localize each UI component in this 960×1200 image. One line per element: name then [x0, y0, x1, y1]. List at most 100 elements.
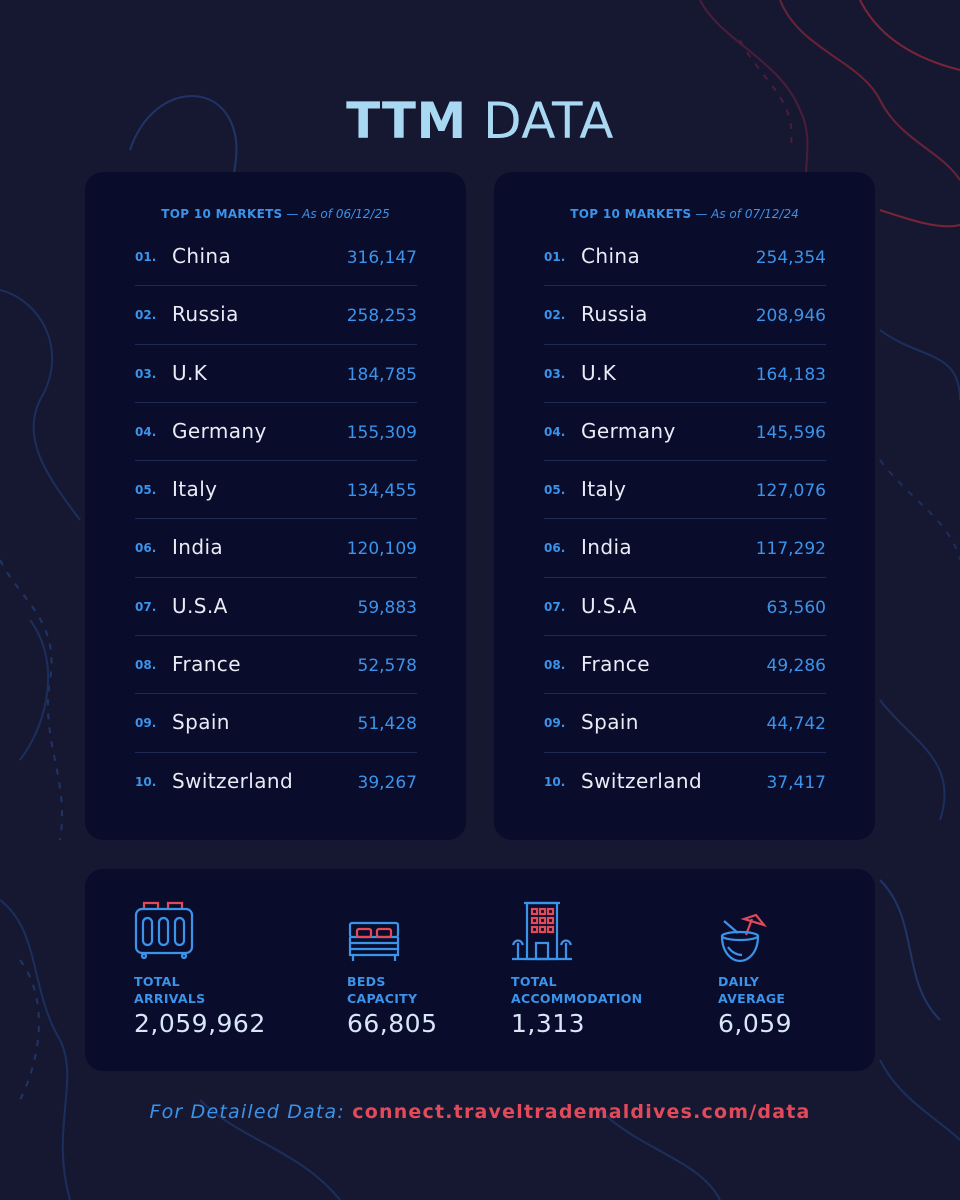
detailed-data-link[interactable]: connect.traveltrademaldives.com/data	[352, 1101, 811, 1123]
market-country: Italy	[581, 477, 627, 502]
markets-header-date: As of 07/12/24	[711, 207, 799, 221]
market-count: 51,428	[357, 714, 417, 735]
market-rank: 09.	[544, 716, 566, 731]
market-row: 07. U.S.A 59,883	[135, 578, 417, 637]
market-country: China	[581, 244, 641, 268]
markets-list-current: 01. China 316,147 02. Russia 258,253 03. U.K 184…	[135, 228, 417, 811]
market-rank: 02.	[544, 308, 566, 323]
market-count: 63,560	[766, 597, 826, 618]
market-rank: 01.	[135, 250, 157, 264]
market-count: 44,742	[766, 714, 826, 735]
market-count: 134,455	[346, 481, 417, 502]
market-rank: 02.	[135, 308, 157, 323]
stat-value: 6,059	[718, 1009, 793, 1038]
market-row: 02. Russia 208,946	[544, 286, 826, 345]
luggage-icon	[134, 901, 194, 959]
market-row: 03. U.K 164,183	[544, 345, 826, 403]
market-row: 08. France 52,578	[135, 636, 417, 695]
market-rank: 09.	[135, 716, 157, 731]
stat-label: TOTAL ACCOMMODATION	[511, 974, 643, 1006]
market-count: 127,076	[755, 481, 826, 502]
market-rank: 10.	[135, 774, 157, 789]
market-country: Germany	[172, 418, 267, 443]
market-country: France	[581, 652, 650, 677]
market-row: 04. Germany 145,596	[544, 403, 826, 462]
market-count: 254,354	[755, 248, 826, 268]
market-rank: 06.	[544, 541, 566, 556]
market-rank: 04.	[544, 424, 566, 439]
title-brand: TTM	[346, 92, 467, 150]
market-row: 09. Spain 51,428	[135, 694, 417, 753]
market-row: 01. China 316,147	[135, 228, 417, 287]
market-rank: 08.	[544, 658, 566, 673]
stat-value: 66,805	[347, 1009, 438, 1038]
market-count: 59,883	[357, 597, 417, 618]
market-rank: 05.	[544, 483, 566, 498]
stat-label: TOTAL ARRIVALS	[134, 974, 206, 1006]
markets-panel-current	[85, 172, 466, 840]
market-row: 08. France 49,286	[544, 636, 826, 695]
stat-label: BEDS CAPACITY	[347, 974, 418, 1006]
market-country: Russia	[581, 302, 648, 327]
footer-label: For Detailed Data:	[149, 1101, 346, 1123]
market-rank: 10.	[544, 774, 566, 789]
hotel-building-icon	[511, 901, 573, 961]
title-word: DATA	[483, 92, 614, 150]
coconut-drink-icon	[720, 913, 768, 963]
market-country: Switzerland	[172, 768, 294, 793]
market-count: 184,785	[346, 364, 417, 385]
market-rank: 05.	[135, 483, 157, 498]
market-rank: 08.	[135, 658, 157, 673]
markets-header-separator: —	[286, 207, 299, 221]
market-row: 06. India 117,292	[544, 519, 826, 578]
market-country: China	[172, 244, 232, 268]
market-country: France	[172, 652, 241, 677]
market-row: 01. China 254,354	[544, 228, 826, 287]
market-rank: 03.	[135, 366, 157, 381]
market-country: Spain	[581, 710, 639, 735]
market-rank: 03.	[544, 366, 566, 381]
market-count: 145,596	[755, 422, 826, 443]
market-count: 155,309	[346, 422, 417, 443]
market-country: U.K	[581, 360, 617, 385]
market-row: 05. Italy 127,076	[544, 461, 826, 520]
stat-value: 1,313	[511, 1009, 586, 1038]
stat-value: 2,059,962	[134, 1009, 266, 1038]
market-count: 117,292	[755, 539, 826, 560]
market-rank: 07.	[544, 599, 566, 614]
market-country: U.S.A	[581, 593, 637, 618]
market-count: 258,253	[346, 306, 417, 327]
market-row: 10. Switzerland 37,417	[544, 753, 826, 811]
markets-header-label: TOP 10 MARKETS	[161, 207, 283, 221]
market-country: U.S.A	[172, 593, 228, 618]
market-row: 03. U.K 184,785	[135, 345, 417, 403]
market-rank: 06.	[135, 541, 157, 556]
markets-header-date: As of 06/12/25	[302, 207, 390, 221]
market-country: Spain	[172, 710, 230, 735]
market-count: 52,578	[357, 656, 417, 677]
market-row: 02. Russia 258,253	[135, 286, 417, 345]
market-rank: 01.	[544, 250, 566, 264]
page-title: TTM DATA	[0, 92, 960, 150]
market-count: 49,286	[766, 656, 826, 677]
bed-icon	[348, 921, 400, 961]
market-count: 39,267	[357, 772, 417, 793]
market-country: U.K	[172, 360, 208, 385]
market-count: 37,417	[766, 772, 826, 793]
market-country: India	[581, 535, 633, 560]
markets-header-current: TOP 10 MARKETS — As of 06/12/25	[85, 207, 466, 221]
market-rank: 04.	[135, 424, 157, 439]
market-row: 09. Spain 44,742	[544, 694, 826, 753]
footer: For Detailed Data: connect.traveltradema…	[0, 1101, 960, 1123]
market-country: Russia	[172, 302, 239, 327]
markets-panel-previous	[494, 172, 875, 840]
market-country: Germany	[581, 418, 676, 443]
market-country: Switzerland	[581, 768, 703, 793]
markets-list-previous: 01. China 254,354 02. Russia 208,946 03. U.K 164…	[544, 228, 826, 811]
markets-header-separator: —	[695, 207, 708, 221]
markets-header-label: TOP 10 MARKETS	[570, 207, 692, 221]
market-country: Italy	[172, 477, 218, 502]
market-row: 05. Italy 134,455	[135, 461, 417, 520]
market-count: 316,147	[346, 248, 417, 268]
market-row: 04. Germany 155,309	[135, 403, 417, 462]
